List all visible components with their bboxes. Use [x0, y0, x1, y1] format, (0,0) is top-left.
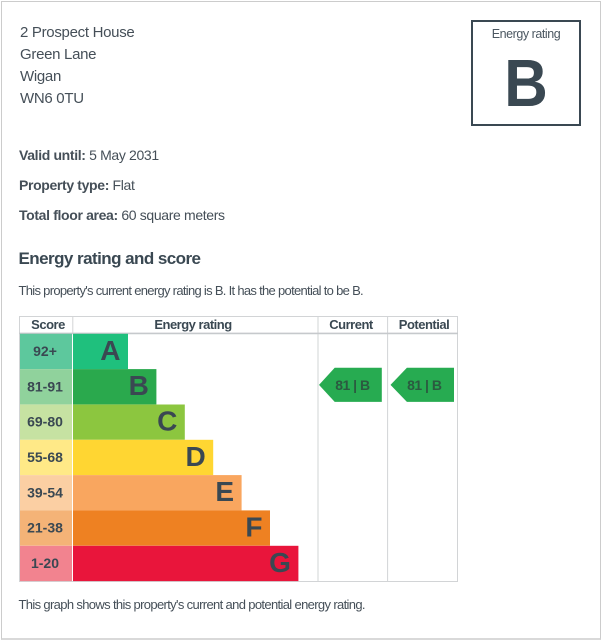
- svg-text:39-54: 39-54: [27, 484, 63, 500]
- svg-text:B: B: [129, 370, 149, 401]
- svg-text:G: G: [269, 546, 291, 577]
- svg-text:A: A: [100, 334, 120, 365]
- svg-text:69-80: 69-80: [27, 413, 63, 429]
- svg-text:55-68: 55-68: [27, 449, 63, 465]
- svg-text:Score: Score: [31, 317, 65, 332]
- svg-text:1-20: 1-20: [31, 555, 59, 571]
- svg-text:92+: 92+: [33, 343, 57, 359]
- svg-text:F: F: [245, 511, 262, 542]
- svg-text:Energy rating: Energy rating: [154, 317, 232, 332]
- svg-text:81 | B: 81 | B: [407, 377, 442, 393]
- svg-text:D: D: [185, 440, 205, 471]
- svg-text:81-91: 81-91: [27, 378, 63, 394]
- svg-text:81 | B: 81 | B: [335, 377, 370, 393]
- svg-text:Current: Current: [329, 317, 374, 332]
- svg-text:E: E: [215, 476, 234, 507]
- svg-text:21-38: 21-38: [27, 519, 63, 535]
- svg-text:Potential: Potential: [399, 317, 449, 332]
- svg-text:C: C: [157, 405, 177, 436]
